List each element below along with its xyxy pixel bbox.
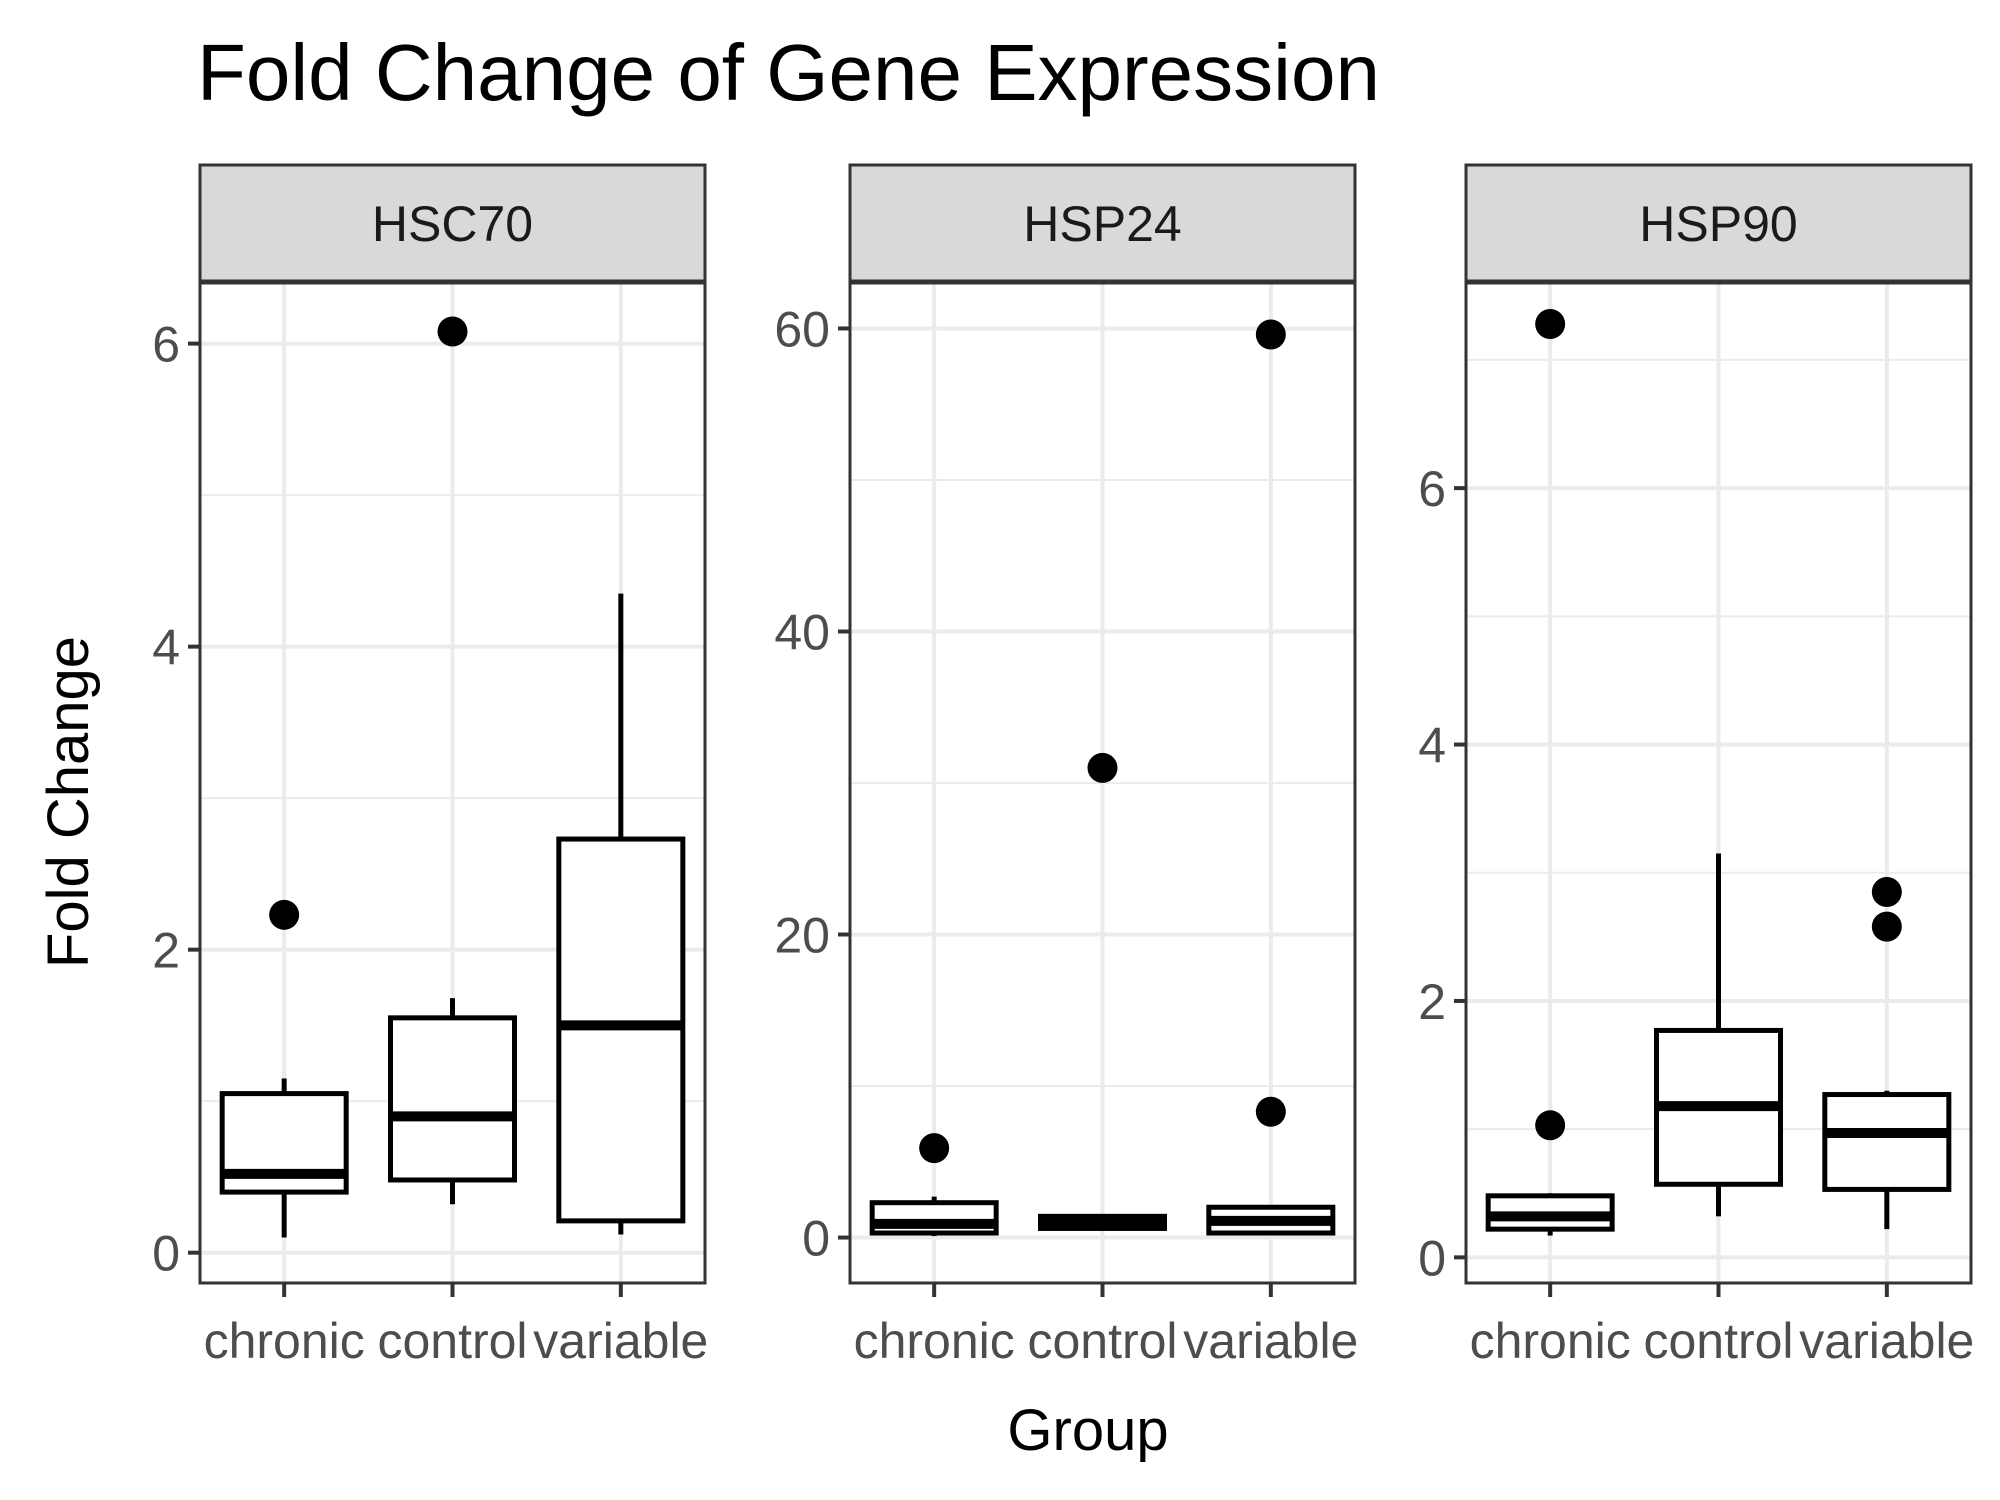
outlier-point	[1087, 752, 1118, 783]
x-tick-label: control	[1027, 1313, 1177, 1369]
facet-strip	[848, 163, 1357, 283]
x-tick-label: chronic	[1470, 1313, 1631, 1369]
y-axis-title: Fold Change	[36, 636, 101, 968]
outlier-point	[269, 899, 300, 930]
chart-title: Fold Change of Gene Expression	[197, 28, 1380, 117]
y-tick-label: 6	[1418, 461, 1446, 517]
facet-strip	[198, 163, 707, 283]
facet-strip-label: HSP24	[1023, 196, 1181, 252]
y-tick-label: 2	[1418, 974, 1446, 1030]
box-variable	[1822, 876, 1952, 1230]
y-tick-label: 0	[802, 1211, 830, 1267]
box-chronic	[219, 899, 349, 1238]
box-chronic	[1485, 309, 1615, 1236]
facet-panel-hsc70: 0 2 4 6 HSC70 chronic control variable	[152, 163, 708, 1369]
outlier-point	[1255, 1096, 1286, 1127]
box-variable	[556, 593, 686, 1235]
y-tick-label: 60	[774, 301, 830, 357]
x-tick-label: variable	[1183, 1313, 1358, 1369]
outlier-point	[919, 1133, 950, 1164]
outlier-point	[1535, 309, 1566, 340]
facet-panel-hsp90: 0 2 4 6 HSP90 chronic control variable	[1418, 163, 1974, 1369]
y-tick-label: 4	[1418, 718, 1446, 774]
box-chronic	[869, 1133, 999, 1237]
x-axis-title: Group	[1007, 1398, 1168, 1463]
x-tick-label: control	[1643, 1313, 1793, 1369]
box-iqr	[1822, 1092, 1952, 1192]
x-tick-label: variable	[533, 1313, 708, 1369]
box-control	[1654, 853, 1783, 1217]
y-tick-label: 0	[1418, 1230, 1446, 1286]
facet-strip-label: HSP90	[1639, 196, 1797, 252]
x-tick-label: control	[377, 1313, 527, 1369]
facet-strip-label: HSC70	[372, 196, 533, 252]
outlier-point	[437, 316, 468, 347]
box-iqr	[388, 1015, 517, 1183]
y-tick-label: 6	[152, 317, 180, 373]
x-tick-label: chronic	[204, 1313, 365, 1369]
y-tick-label: 40	[774, 604, 830, 660]
outlier-point	[1535, 1110, 1566, 1141]
facet-strip	[1464, 163, 1973, 283]
y-tick-label: 4	[152, 620, 180, 676]
y-tick-label: 2	[152, 923, 180, 979]
y-tick-label: 0	[152, 1226, 180, 1282]
y-tick-label: 20	[774, 908, 830, 964]
outlier-point	[1255, 319, 1286, 350]
box-control	[388, 316, 517, 1205]
outlier-point	[1871, 876, 1902, 907]
box-control	[1038, 752, 1167, 1231]
box-variable	[1206, 319, 1336, 1236]
x-tick-label: variable	[1799, 1313, 1974, 1369]
x-tick-label: chronic	[854, 1313, 1015, 1369]
facet-panel-hsp24: 0 20 40 60 HSP24 chronic control variable	[774, 163, 1358, 1369]
outlier-point	[1871, 911, 1902, 942]
